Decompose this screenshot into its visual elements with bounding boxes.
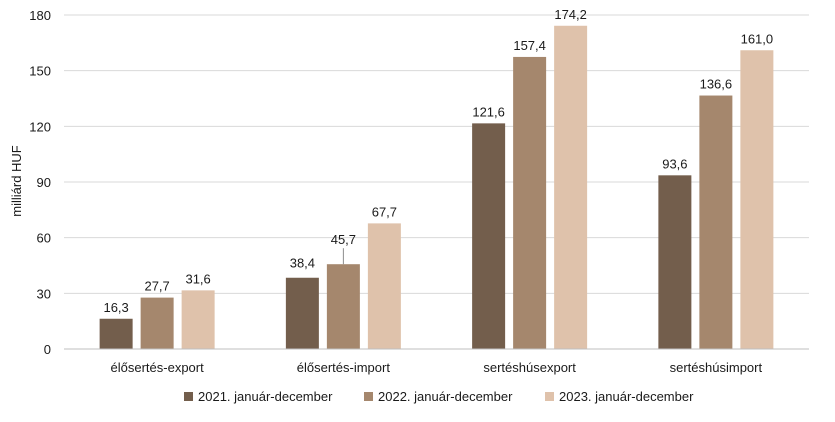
bar: [699, 95, 733, 349]
bar: [554, 25, 588, 350]
legend-item: 2022. január-december: [364, 389, 513, 404]
data-label: 38,4: [290, 256, 315, 271]
legend-label: 2021. január-december: [198, 389, 333, 404]
legend: 2021. január-december 2022. január-decemb…: [184, 389, 694, 404]
bars: [99, 25, 774, 350]
bar: [181, 290, 215, 349]
bar: [285, 277, 319, 349]
x-tick-label: sertéshúsexport: [483, 360, 576, 375]
legend-swatch: [184, 392, 193, 401]
legend-item: 2023. január-december: [545, 389, 694, 404]
bar: [472, 123, 506, 349]
y-tick-label: 60: [37, 231, 51, 246]
y-tick-label: 150: [29, 64, 51, 79]
data-label: 161,0: [741, 31, 774, 46]
bar: [658, 175, 692, 349]
y-tick-label: 30: [37, 286, 51, 301]
data-label: 157,4: [513, 38, 546, 53]
y-tick-label: 180: [29, 8, 51, 23]
data-label: 45,7: [331, 232, 356, 247]
data-label: 93,6: [662, 156, 687, 171]
x-tick-label: sertéshúsimport: [670, 360, 763, 375]
legend-label: 2022. január-december: [378, 389, 513, 404]
data-label: 136,6: [700, 77, 733, 92]
bar: [99, 318, 133, 349]
data-label: 67,7: [372, 204, 397, 219]
x-axis-categories: élősertés-export élősertés-import sertéshú…: [111, 360, 763, 375]
bar: [513, 56, 547, 350]
data-label: 121,6: [472, 104, 505, 119]
bar: [326, 264, 360, 349]
data-labels: 16,3 27,7 31,6 38,4 45,7 67,7 121,6 157,4 174,2 9…: [103, 7, 773, 315]
data-label: 27,7: [144, 279, 169, 294]
y-axis-label: milliárd HUF: [9, 145, 24, 217]
gridlines: [64, 14, 809, 294]
legend-swatch: [545, 392, 554, 401]
legend-swatch: [364, 392, 373, 401]
y-tick-label: 0: [44, 342, 51, 357]
legend-label: 2023. január-december: [559, 389, 694, 404]
data-label: 174,2: [554, 7, 587, 22]
data-label: 31,6: [185, 271, 210, 286]
y-tick-label: 90: [37, 175, 51, 190]
x-tick-label: élősertés-import: [297, 360, 391, 375]
bar: [367, 223, 401, 349]
bar: [740, 50, 774, 349]
bar: [140, 297, 174, 349]
y-axis-ticks: 0 30 60 90 120 150 180: [29, 8, 51, 357]
legend-item: 2021. január-december: [184, 389, 333, 404]
data-label: 16,3: [103, 300, 128, 315]
y-tick-label: 120: [29, 119, 51, 134]
x-tick-label: élősertés-export: [111, 360, 205, 375]
